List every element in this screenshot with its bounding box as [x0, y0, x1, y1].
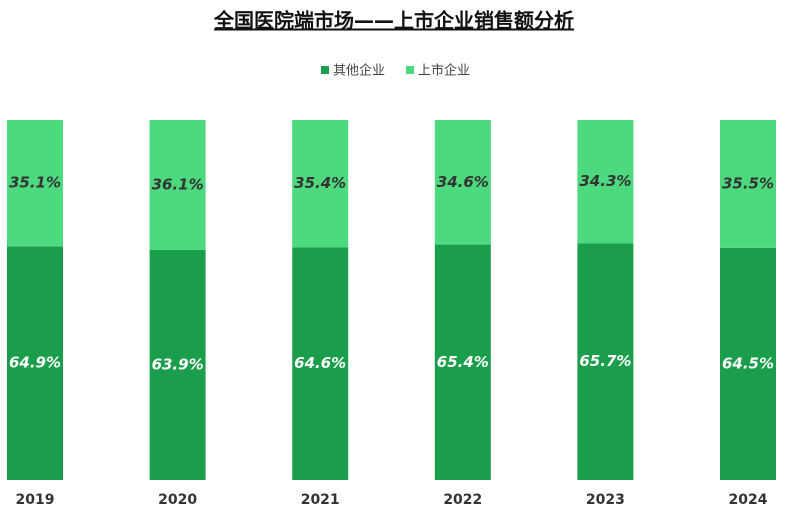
value-label: 63.9%	[152, 355, 204, 373]
bar-segment	[7, 246, 63, 480]
value-label: 35.4%	[294, 174, 346, 192]
value-label: 64.5%	[722, 354, 774, 372]
bar-segment	[292, 247, 349, 480]
value-label: 36.1%	[152, 175, 204, 193]
bar-segment	[7, 120, 63, 247]
value-label: 65.7%	[579, 352, 631, 370]
x-tick-label: 2024	[729, 492, 768, 508]
bar-segment	[434, 120, 491, 245]
value-label: 34.3%	[579, 172, 631, 190]
legend-label: 上市企业	[418, 63, 470, 79]
chart-title: 全国医院端市场——上市企业销售额分析	[213, 9, 574, 33]
x-tick-label: 2023	[586, 492, 625, 508]
legend-swatch	[321, 66, 329, 74]
x-tick-label: 2019	[16, 492, 55, 508]
bar-segment	[292, 120, 349, 248]
bar-segment	[720, 120, 776, 248]
x-tick-label: 2021	[301, 492, 340, 508]
bar-segment	[149, 120, 206, 250]
legend-label: 其他企业	[333, 63, 385, 79]
x-tick-label: 2020	[158, 492, 197, 508]
value-label: 64.9%	[9, 354, 61, 372]
value-label: 35.5%	[722, 174, 774, 192]
bar-segment	[577, 243, 634, 480]
bar-segment	[577, 120, 634, 244]
value-label: 35.1%	[9, 174, 61, 192]
value-label: 34.6%	[437, 173, 489, 191]
bar-segment	[720, 247, 776, 480]
value-label: 65.4%	[437, 353, 489, 371]
legend-swatch	[406, 66, 414, 74]
value-label: 64.6%	[294, 354, 346, 372]
bar-segment	[149, 249, 206, 480]
bar-segment	[434, 244, 491, 480]
x-tick-label: 2022	[443, 492, 482, 508]
